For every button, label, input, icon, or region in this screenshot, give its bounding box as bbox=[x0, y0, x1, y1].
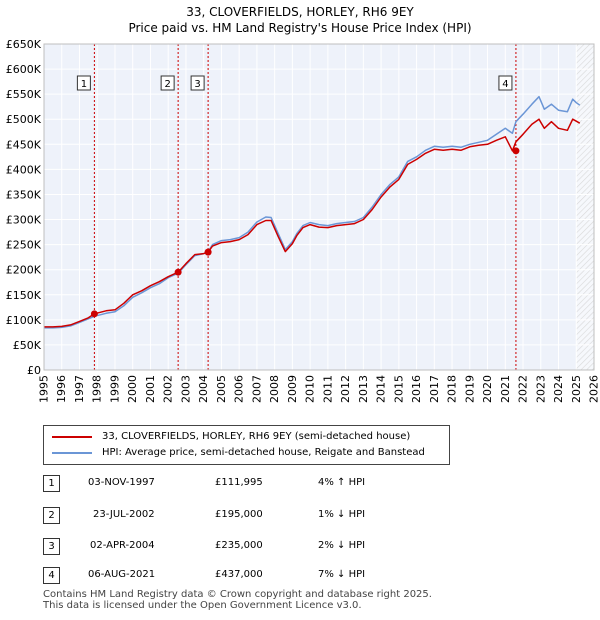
plot-background bbox=[44, 44, 594, 370]
x-tick-label: 2012 bbox=[339, 375, 352, 403]
sale-price: £437,000 bbox=[215, 569, 263, 580]
x-tick-label: 2000 bbox=[126, 375, 139, 403]
sale-point bbox=[204, 248, 212, 256]
sale-price: £111,995 bbox=[215, 477, 263, 488]
table-row: 3 02-APR-2004 £235,000 2% ↓ HPI bbox=[0, 538, 600, 558]
x-tick-label: 2005 bbox=[215, 375, 228, 403]
x-tick-label: 2018 bbox=[446, 375, 459, 403]
x-tick-label: 2007 bbox=[250, 375, 263, 403]
x-tick-label: 2023 bbox=[534, 375, 547, 403]
x-tick-label: 1995 bbox=[38, 375, 51, 403]
sale-date: 03-NOV-1997 bbox=[88, 477, 155, 488]
sale-label-text: 1 bbox=[81, 79, 87, 90]
y-tick-label: £300K bbox=[6, 214, 42, 227]
chart-title: 33, CLOVERFIELDS, HORLEY, RH6 9EY bbox=[186, 5, 414, 19]
y-tick-label: £150K bbox=[6, 289, 42, 302]
sale-price: £235,000 bbox=[215, 540, 263, 551]
x-tick-label: 1998 bbox=[91, 375, 104, 403]
legend-label-hpi: HPI: Average price, semi-detached house,… bbox=[102, 447, 425, 458]
x-tick-label: 2010 bbox=[304, 375, 317, 403]
series-line bbox=[44, 95, 581, 329]
table-row: 2 23-JUL-2002 £195,000 1% ↓ HPI bbox=[0, 507, 600, 527]
legend-swatch-hpi bbox=[52, 452, 92, 454]
sale-price: £195,000 bbox=[215, 509, 263, 520]
y-tick-label: £0 bbox=[27, 364, 41, 377]
x-tick-label: 2015 bbox=[392, 375, 405, 403]
legend-label-property: 33, CLOVERFIELDS, HORLEY, RH6 9EY (semi-… bbox=[102, 431, 411, 442]
x-tick-label: 2024 bbox=[552, 375, 565, 403]
chart-subtitle: Price paid vs. HM Land Registry's House … bbox=[128, 21, 472, 35]
x-tick-label: 2011 bbox=[321, 375, 334, 403]
sale-hpi-diff: 2% ↓ HPI bbox=[318, 540, 366, 551]
x-tick-label: 2020 bbox=[481, 375, 494, 403]
table-row: 4 06-AUG-2021 £437,000 7% ↓ HPI bbox=[0, 567, 600, 587]
x-tick-label: 2006 bbox=[233, 375, 246, 403]
footer-copyright: Contains HM Land Registry data © Crown c… bbox=[43, 589, 432, 600]
x-tick-label: 2026 bbox=[588, 375, 600, 403]
y-tick-label: £100K bbox=[6, 314, 42, 327]
x-tick-label: 2013 bbox=[357, 375, 370, 403]
forecast-hatch bbox=[576, 44, 594, 370]
table-row: 1 03-NOV-1997 £111,995 4% ↑ HPI bbox=[0, 475, 600, 495]
sale-point bbox=[174, 268, 182, 276]
x-tick-label: 2019 bbox=[463, 375, 476, 403]
forecast-shade bbox=[576, 44, 594, 370]
x-tick-label: 1996 bbox=[55, 375, 68, 403]
sale-date: 02-APR-2004 bbox=[90, 540, 155, 551]
sale-label-text: 4 bbox=[502, 79, 508, 90]
x-tick-label: 2017 bbox=[428, 375, 441, 403]
plot-border bbox=[43, 43, 595, 371]
x-tick-label: 1999 bbox=[108, 375, 121, 403]
x-tick-label: 2004 bbox=[197, 375, 210, 403]
y-tick-label: £600K bbox=[6, 63, 42, 76]
x-tick-label: 2014 bbox=[375, 375, 388, 403]
x-tick-label: 2025 bbox=[570, 375, 583, 403]
sale-label-box bbox=[76, 75, 91, 91]
sale-label-box bbox=[498, 75, 513, 91]
sale-date: 06-AUG-2021 bbox=[88, 569, 156, 580]
sale-point bbox=[90, 310, 98, 318]
legend-swatch-property bbox=[52, 436, 92, 438]
sale-label-text: 2 bbox=[164, 79, 170, 90]
y-tick-label: £650K bbox=[6, 38, 42, 51]
footer-licence: This data is licensed under the Open Gov… bbox=[43, 600, 362, 611]
sale-point bbox=[512, 147, 520, 155]
y-tick-label: £500K bbox=[6, 113, 42, 126]
sale-label-box bbox=[190, 75, 205, 91]
y-tick-label: £350K bbox=[6, 188, 42, 201]
sale-label-text: 3 bbox=[194, 79, 200, 90]
price-chart: £0 £50K £100K £150K £200K £250K £300K £350K £400… bbox=[6, 38, 600, 403]
x-tick-label: 2016 bbox=[410, 375, 423, 403]
sale-number-badge: 4 bbox=[43, 567, 60, 584]
sale-hpi-diff: 7% ↓ HPI bbox=[318, 569, 366, 580]
sale-date: 23-JUL-2002 bbox=[93, 509, 155, 520]
x-tick-label: 2008 bbox=[268, 375, 281, 403]
chart-legend: 33, CLOVERFIELDS, HORLEY, RH6 9EY (semi-… bbox=[43, 425, 450, 465]
y-tick-label: £400K bbox=[6, 163, 42, 176]
y-tick-label: £50K bbox=[13, 339, 42, 352]
series-line bbox=[44, 118, 581, 328]
x-tick-label: 2001 bbox=[144, 375, 157, 403]
x-tick-label: 1997 bbox=[73, 375, 86, 403]
sale-label-box bbox=[160, 75, 175, 91]
x-tick-label: 2022 bbox=[517, 375, 530, 403]
sale-number-badge: 1 bbox=[43, 475, 60, 492]
x-tick-label: 2009 bbox=[286, 375, 299, 403]
sale-hpi-diff: 1% ↓ HPI bbox=[318, 509, 366, 520]
sale-number-badge: 2 bbox=[43, 507, 60, 524]
y-tick-label: £550K bbox=[6, 88, 42, 101]
y-tick-label: £200K bbox=[6, 264, 42, 277]
y-tick-label: £250K bbox=[6, 239, 42, 252]
y-tick-label: £450K bbox=[6, 138, 42, 151]
sale-number-badge: 3 bbox=[43, 538, 60, 555]
x-tick-label: 2002 bbox=[162, 375, 175, 403]
x-tick-label: 2003 bbox=[179, 375, 192, 403]
footer: Contains HM Land Registry data © Crown c… bbox=[43, 589, 432, 611]
x-tick-label: 2021 bbox=[499, 375, 512, 403]
sale-hpi-diff: 4% ↑ HPI bbox=[318, 477, 366, 488]
